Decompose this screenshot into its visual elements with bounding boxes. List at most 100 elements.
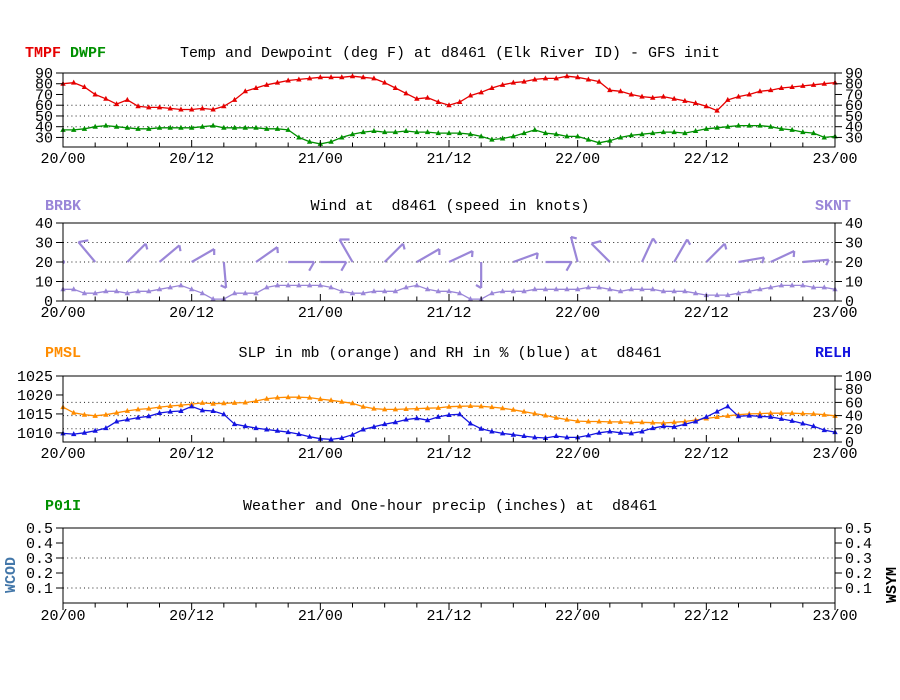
data-point-marker (671, 288, 677, 294)
data-point-marker (457, 403, 463, 409)
data-point-marker (446, 102, 452, 108)
wind-barb-feather (591, 239, 602, 245)
wind-barb-feather (535, 252, 539, 260)
data-point-marker (542, 412, 549, 418)
data-point-marker (135, 406, 141, 412)
wind-barb-feather (686, 238, 692, 246)
data-point-marker (92, 91, 98, 97)
data-point-marker (553, 131, 559, 137)
wind-barb-staff (191, 248, 215, 263)
x-axis-label: 22/12 (684, 446, 729, 463)
data-point-marker (328, 284, 334, 290)
data-point-marker (714, 107, 720, 113)
y-axis-label-right: 60 (845, 395, 863, 412)
data-point-marker (371, 127, 377, 133)
y-axis-label-right: 0.2 (845, 566, 872, 583)
y-axis-label-right: 100 (845, 369, 872, 386)
data-point-marker (210, 106, 216, 112)
data-point-marker (317, 396, 324, 402)
data-point-marker (103, 95, 109, 101)
x-axis-label: 22/00 (555, 446, 600, 463)
data-point-marker (574, 286, 581, 292)
series-label-tmpf: TMPF (25, 45, 62, 62)
data-point-marker (339, 435, 345, 441)
data-point-marker (542, 130, 549, 136)
data-point-marker (296, 282, 302, 288)
data-point-marker (821, 134, 827, 140)
y-axis-label-right: 0.3 (845, 551, 872, 568)
wind-barb-staff (802, 258, 829, 264)
data-point-marker (231, 124, 238, 130)
data-point-marker (285, 126, 291, 132)
data-point-marker (553, 286, 559, 292)
y-axis-label-right: 0.4 (845, 536, 872, 553)
wind-barb-feather (144, 243, 149, 250)
wind-barb-feather (276, 246, 279, 254)
data-point-marker (403, 416, 409, 422)
data-point-marker (403, 284, 409, 290)
data-point-marker (81, 411, 88, 417)
data-point-marker (253, 398, 259, 404)
data-point-marker (521, 130, 527, 136)
data-point-marker (757, 410, 763, 416)
panel-title-wind: Wind at d8461 (speed in knots) (310, 198, 590, 215)
data-point-marker (424, 129, 431, 135)
panel-4: 0.10.20.30.40.50.10.20.30.40.520/00 20/12… (26, 521, 872, 625)
y-axis-label-left: 80 (35, 77, 53, 94)
wind-barb-staff (338, 238, 354, 263)
data-point-marker (650, 425, 656, 431)
data-point-marker (617, 429, 624, 435)
data-point-marker (349, 73, 356, 79)
data-point-marker (767, 123, 774, 129)
data-point-marker (403, 90, 409, 96)
panel-frame (62, 375, 836, 443)
data-point-marker (574, 133, 581, 139)
data-point-marker (403, 406, 409, 411)
data-point-marker (242, 399, 248, 405)
y-axis-label-right: 40 (845, 120, 863, 137)
y-axis-label-left: 10 (35, 275, 53, 292)
y-axis-label-left: 60 (35, 98, 53, 115)
data-point-marker (725, 123, 731, 129)
data-point-marker (274, 125, 281, 131)
data-point-marker (510, 406, 517, 412)
series-label-dwpf: DWPF (70, 45, 107, 62)
wind-barb-staff (383, 242, 404, 263)
data-point-marker (210, 122, 216, 128)
data-point-marker (542, 75, 549, 81)
data-point-marker (789, 417, 795, 423)
data-point-marker (478, 89, 484, 95)
data-point-marker (371, 405, 377, 411)
data-point-marker (725, 292, 731, 298)
data-point-marker (660, 423, 667, 429)
data-point-marker (800, 410, 806, 416)
y-axis-label-right: 70 (845, 87, 863, 104)
data-point-marker (285, 77, 291, 83)
data-point-marker (596, 429, 602, 435)
data-point-marker (810, 130, 817, 136)
data-point-marker (725, 412, 731, 418)
data-point-marker (746, 288, 752, 294)
data-point-marker (703, 413, 710, 419)
data-point-marker (639, 286, 645, 292)
data-point-marker (81, 83, 88, 89)
data-point-marker (381, 79, 388, 85)
data-point-marker (81, 125, 88, 131)
data-point-marker (199, 399, 206, 405)
data-point-marker (178, 124, 184, 130)
data-point-marker (446, 411, 452, 417)
y-axis-label-left: 0.3 (26, 551, 53, 568)
wind-barb-feather (723, 243, 728, 250)
series-label-brbk: BRBK (45, 198, 82, 215)
data-point-marker (360, 290, 366, 296)
data-point-marker (789, 83, 795, 89)
data-point-marker (199, 407, 206, 413)
axis-label-wcod: WCOD (3, 557, 20, 594)
data-point-marker (92, 412, 98, 418)
wind-barb-feather (308, 261, 316, 272)
data-point-marker (714, 124, 720, 130)
y-axis-label-left: 40 (35, 216, 53, 233)
data-point-marker (221, 400, 227, 406)
x-axis-label: 21/12 (426, 151, 471, 168)
data-point-marker (499, 430, 506, 436)
